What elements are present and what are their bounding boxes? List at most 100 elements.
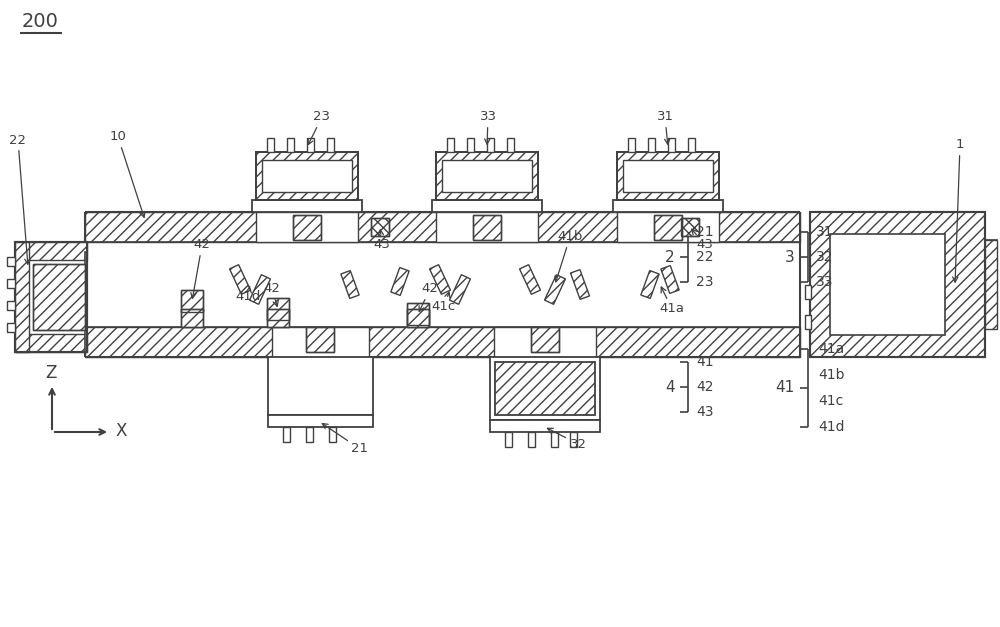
Bar xyxy=(407,309,429,327)
Bar xyxy=(531,327,559,352)
Text: 41b: 41b xyxy=(818,368,844,382)
Text: 22: 22 xyxy=(10,134,30,264)
Bar xyxy=(654,215,682,240)
Polygon shape xyxy=(545,275,565,304)
Bar xyxy=(262,160,352,192)
Bar xyxy=(329,427,336,442)
Text: Z: Z xyxy=(45,364,56,382)
Text: 41b: 41b xyxy=(555,231,583,282)
Text: 43: 43 xyxy=(692,229,713,251)
Bar xyxy=(407,309,429,327)
Text: X: X xyxy=(115,422,126,440)
Bar xyxy=(505,432,512,447)
Bar xyxy=(15,242,87,352)
Bar xyxy=(15,242,87,260)
Bar xyxy=(436,212,538,242)
Bar xyxy=(490,357,600,420)
Bar xyxy=(617,212,719,242)
Bar xyxy=(617,152,719,200)
Text: 1: 1 xyxy=(953,139,964,282)
Text: 43: 43 xyxy=(696,405,714,419)
Text: 41: 41 xyxy=(696,355,714,369)
Bar xyxy=(307,138,314,152)
Bar xyxy=(181,290,203,312)
Text: 31: 31 xyxy=(816,225,834,239)
Bar xyxy=(181,309,203,327)
Bar xyxy=(407,303,429,325)
Bar xyxy=(528,432,535,447)
Bar xyxy=(494,327,596,357)
Text: 21: 21 xyxy=(322,424,368,455)
Bar xyxy=(623,160,713,192)
Bar xyxy=(15,242,29,352)
Bar xyxy=(7,301,15,310)
Text: 41: 41 xyxy=(776,381,795,396)
Bar xyxy=(442,160,532,192)
Bar xyxy=(256,152,358,200)
Text: 23: 23 xyxy=(696,275,714,289)
Bar xyxy=(507,138,514,152)
Polygon shape xyxy=(430,265,450,294)
Bar xyxy=(490,420,600,432)
Bar xyxy=(327,138,334,152)
Bar xyxy=(85,242,800,327)
Bar xyxy=(436,152,538,200)
Bar xyxy=(267,309,289,327)
Polygon shape xyxy=(391,268,409,295)
Text: 2: 2 xyxy=(665,250,675,265)
Bar xyxy=(628,138,635,152)
Text: 33: 33 xyxy=(816,275,834,289)
Bar xyxy=(181,290,203,312)
Bar xyxy=(487,138,494,152)
Bar xyxy=(681,218,699,236)
Bar xyxy=(985,240,997,329)
Bar xyxy=(267,298,289,320)
Polygon shape xyxy=(341,271,359,298)
Bar xyxy=(617,152,719,200)
Text: 41c: 41c xyxy=(432,292,456,314)
Bar xyxy=(810,212,985,357)
Bar xyxy=(436,152,538,200)
Text: 21: 21 xyxy=(696,225,714,239)
Polygon shape xyxy=(250,275,270,304)
Polygon shape xyxy=(571,270,589,299)
Polygon shape xyxy=(450,275,470,304)
Bar xyxy=(267,298,289,320)
Bar xyxy=(256,212,358,242)
Bar xyxy=(306,427,313,442)
Bar xyxy=(570,432,577,447)
Text: 41c: 41c xyxy=(818,394,843,408)
Text: 4: 4 xyxy=(665,379,675,394)
Bar xyxy=(805,315,811,329)
Text: 3: 3 xyxy=(785,250,795,265)
Text: 42: 42 xyxy=(696,380,714,394)
Bar xyxy=(648,138,655,152)
Bar xyxy=(15,242,87,352)
Bar xyxy=(268,357,373,415)
Bar xyxy=(668,138,675,152)
Text: 23: 23 xyxy=(308,110,330,144)
Bar xyxy=(473,215,501,240)
Polygon shape xyxy=(230,265,250,294)
Bar xyxy=(293,215,321,240)
Text: 41a: 41a xyxy=(818,342,844,356)
Bar xyxy=(830,234,945,335)
Text: 41d: 41d xyxy=(818,420,844,434)
Bar xyxy=(256,152,358,200)
Bar xyxy=(7,323,15,332)
Text: 33: 33 xyxy=(480,110,496,144)
Polygon shape xyxy=(661,266,679,293)
Bar xyxy=(613,200,723,212)
Text: 42: 42 xyxy=(191,238,210,298)
Bar xyxy=(181,309,203,327)
Bar xyxy=(805,285,811,299)
Text: 42: 42 xyxy=(419,283,438,312)
Text: 42: 42 xyxy=(264,283,280,307)
Text: 41a: 41a xyxy=(660,287,684,315)
Text: 22: 22 xyxy=(696,250,714,264)
Bar xyxy=(33,264,85,330)
Bar xyxy=(473,215,501,240)
Bar xyxy=(467,138,474,152)
Text: 32: 32 xyxy=(547,428,586,451)
Bar xyxy=(268,415,373,427)
